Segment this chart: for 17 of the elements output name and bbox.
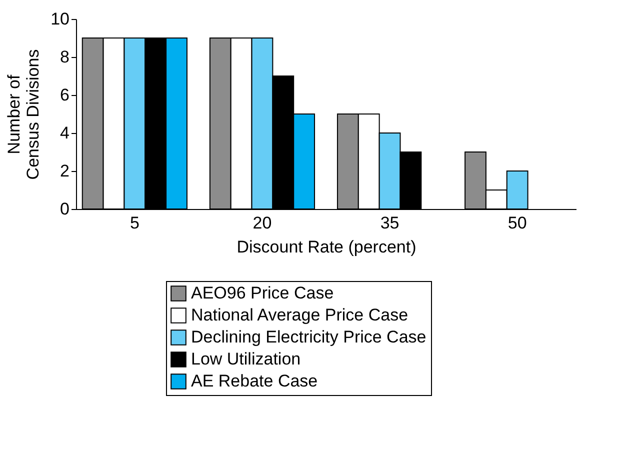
- y-tick-label: 10: [50, 10, 70, 28]
- legend-label: AEO96 Price Case: [191, 284, 334, 302]
- x-axis-title: Discount Rate (percent): [236, 238, 416, 256]
- y-tick-label: 0: [60, 200, 70, 218]
- x-tick-label: 5: [130, 214, 140, 232]
- y-tick-label: 2: [60, 162, 70, 180]
- legend-label: National Average Price Case: [191, 306, 408, 324]
- y-tick-label: 8: [60, 48, 70, 66]
- y-tick-label: 4: [60, 124, 70, 142]
- x-tick-label: 50: [508, 214, 527, 232]
- y-axis-title: Number of Census Divisions: [4, 49, 43, 180]
- legend-label: Declining Electricity Price Case: [191, 328, 426, 346]
- legend-label: AE Rebate Case: [191, 372, 318, 390]
- x-tick-label: 20: [252, 214, 272, 232]
- legend-label: Low Utilization: [191, 350, 301, 368]
- y-tick-label: 6: [60, 86, 70, 104]
- x-tick-label: 35: [380, 214, 400, 232]
